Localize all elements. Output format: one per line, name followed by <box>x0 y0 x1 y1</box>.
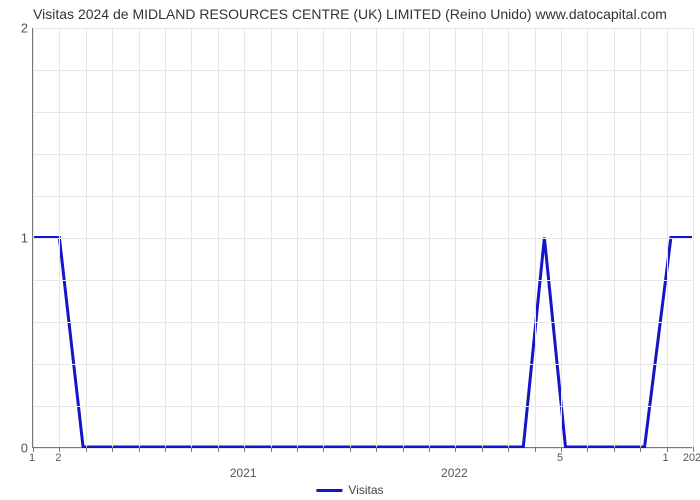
grid-line-h <box>33 112 692 113</box>
x-tick-mark <box>455 447 456 452</box>
grid-line-v <box>244 28 245 447</box>
grid-line-h <box>33 406 692 407</box>
grid-line-h <box>33 196 692 197</box>
grid-line-v <box>640 28 641 447</box>
grid-line-v <box>350 28 351 447</box>
grid-line-h <box>33 364 692 365</box>
grid-line-h <box>33 280 692 281</box>
x-tick-mark <box>218 447 219 452</box>
visits-chart: Visitas 2024 de MIDLAND RESOURCES CENTRE… <box>0 0 700 500</box>
grid-line-h <box>33 238 692 239</box>
x-tick-mark <box>323 447 324 452</box>
x-tick-mark <box>165 447 166 452</box>
x-tick-mark <box>244 447 245 452</box>
x-tick-mark <box>640 447 641 452</box>
grid-line-h <box>33 322 692 323</box>
grid-line-v <box>429 28 430 447</box>
grid-line-v <box>667 28 668 447</box>
grid-line-v <box>455 28 456 447</box>
y-tick-label: 2 <box>4 21 28 36</box>
grid-line-v <box>112 28 113 447</box>
legend-label: Visitas <box>348 483 383 497</box>
x-tick-mark <box>508 447 509 452</box>
grid-line-v <box>508 28 509 447</box>
x-tick-mark <box>297 447 298 452</box>
x-tick-mark <box>271 447 272 452</box>
grid-line-h <box>33 448 692 449</box>
x-tick-mark <box>403 447 404 452</box>
grid-line-v <box>535 28 536 447</box>
grid-line-v <box>139 28 140 447</box>
grid-line-v <box>59 28 60 447</box>
x-tick-mark <box>112 447 113 452</box>
x-tick-mark <box>614 447 615 452</box>
legend-swatch <box>316 489 342 492</box>
x-tick-mark <box>350 447 351 452</box>
grid-line-v <box>403 28 404 447</box>
grid-line-v <box>218 28 219 447</box>
x-tick-label: 1 <box>663 452 669 464</box>
visits-line <box>33 238 692 448</box>
x-tick-mark <box>86 447 87 452</box>
x-tick-mark <box>191 447 192 452</box>
plot-area <box>32 28 692 448</box>
chart-title: Visitas 2024 de MIDLAND RESOURCES CENTRE… <box>0 6 700 22</box>
x-tick-mark <box>482 447 483 452</box>
y-tick-label: 1 <box>4 231 28 246</box>
grid-line-h <box>33 70 692 71</box>
x-tick-label: 202 <box>683 452 700 464</box>
grid-line-v <box>561 28 562 447</box>
x-year-label: 2021 <box>230 466 257 480</box>
x-tick-label: 2 <box>55 452 61 464</box>
grid-line-v <box>693 28 694 447</box>
legend: Visitas <box>316 483 383 497</box>
grid-line-v <box>191 28 192 447</box>
grid-line-v <box>271 28 272 447</box>
x-tick-mark <box>376 447 377 452</box>
grid-line-v <box>165 28 166 447</box>
grid-line-v <box>482 28 483 447</box>
x-tick-mark <box>139 447 140 452</box>
grid-line-h <box>33 28 692 29</box>
grid-line-v <box>33 28 34 447</box>
grid-line-v <box>323 28 324 447</box>
grid-line-v <box>376 28 377 447</box>
grid-line-v <box>614 28 615 447</box>
x-tick-label: 1 <box>29 452 35 464</box>
x-tick-mark <box>429 447 430 452</box>
x-tick-mark <box>587 447 588 452</box>
x-tick-mark <box>535 447 536 452</box>
grid-line-v <box>86 28 87 447</box>
grid-line-v <box>587 28 588 447</box>
grid-line-h <box>33 154 692 155</box>
y-tick-label: 0 <box>4 441 28 456</box>
x-tick-label: 5 <box>557 452 563 464</box>
x-year-label: 2022 <box>441 466 468 480</box>
grid-line-v <box>297 28 298 447</box>
